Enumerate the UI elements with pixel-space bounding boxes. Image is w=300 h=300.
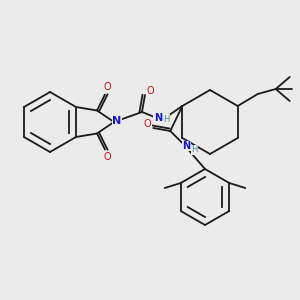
Text: H: H [163, 115, 169, 124]
Text: H: H [191, 146, 197, 154]
Text: N: N [154, 113, 162, 123]
Text: N: N [112, 116, 122, 126]
Text: O: O [103, 152, 111, 161]
Text: O: O [143, 119, 151, 129]
Text: N: N [182, 141, 190, 151]
Text: O: O [103, 82, 111, 92]
Text: O: O [146, 86, 154, 96]
